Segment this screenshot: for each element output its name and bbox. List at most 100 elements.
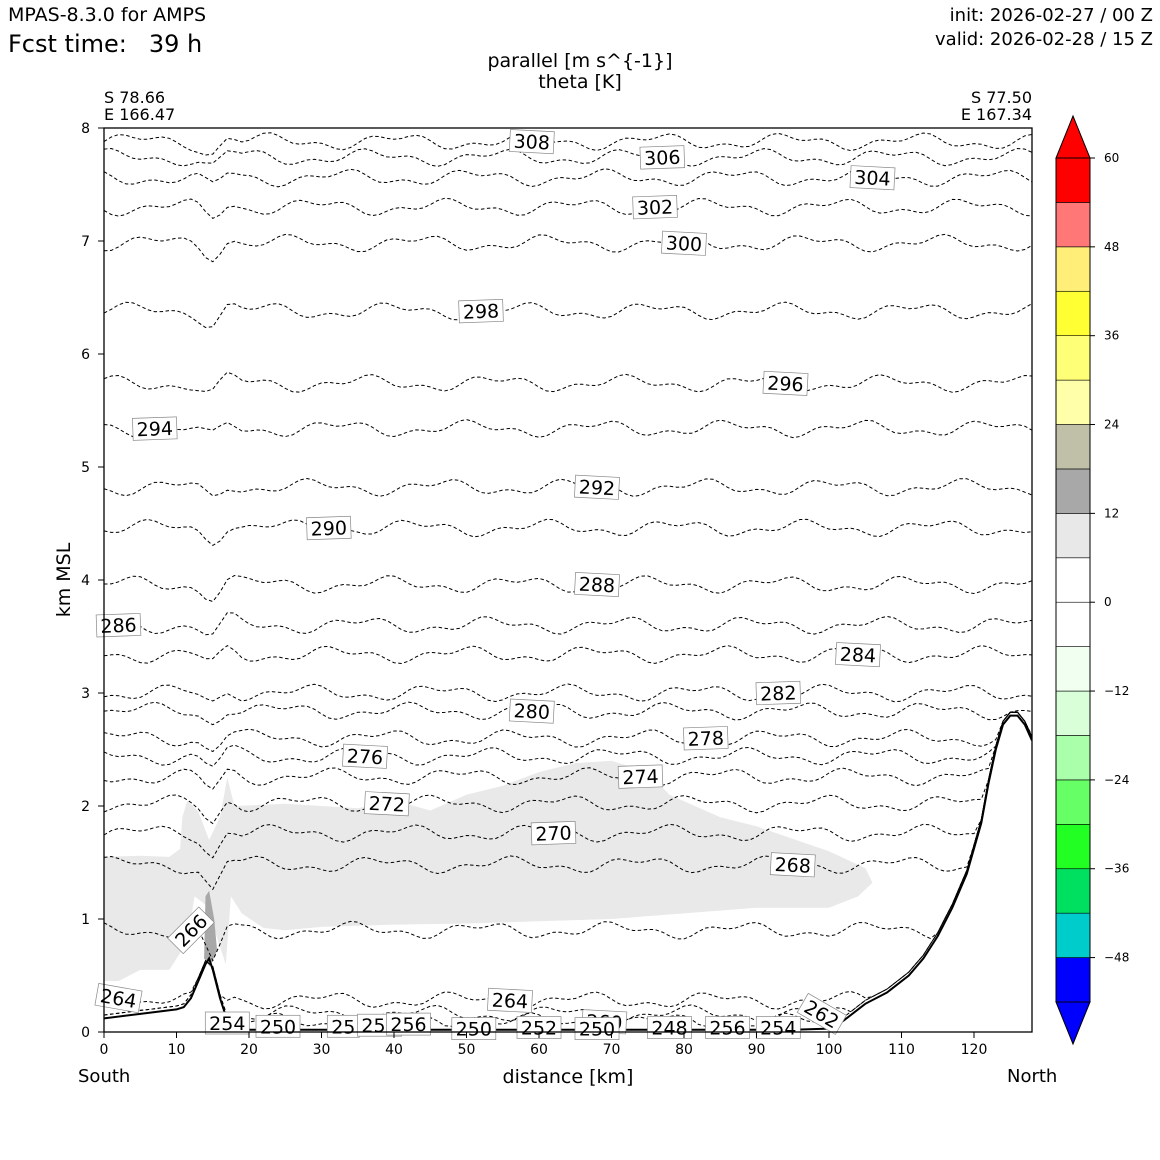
theta-contour-290: [104, 518, 1032, 547]
svg-text:298: 298: [463, 300, 500, 323]
colorbar-arrow-bottom: [1055, 1001, 1091, 1046]
x-tick-label: 30: [313, 1042, 331, 1058]
svg-text:288: 288: [578, 574, 615, 598]
colorbar-segment: [1055, 157, 1091, 203]
svg-text:276: 276: [346, 745, 383, 769]
svg-text:270: 270: [535, 822, 572, 845]
y-tick-label: 1: [81, 912, 90, 928]
svg-text:280: 280: [513, 700, 550, 724]
forecast-time-value: 39 h: [148, 30, 203, 58]
theta-label-288: 288: [574, 571, 620, 598]
svg-text:272: 272: [368, 793, 405, 817]
svg-text:264: 264: [491, 989, 528, 1013]
svg-text:268: 268: [774, 854, 811, 878]
colorbar-tick-label: −24: [1104, 773, 1129, 787]
theta-contour-306: [104, 147, 1032, 167]
svg-text:296: 296: [767, 372, 804, 396]
y-tick-label: 8: [81, 121, 90, 137]
colorbar-tick-label: 12: [1104, 506, 1119, 520]
svg-text:286: 286: [100, 615, 137, 638]
colorbar-segment: [1055, 290, 1091, 336]
colorbar-segment: [1055, 424, 1091, 470]
colorbar-segment: [1055, 557, 1091, 603]
theta-contour-286: [104, 612, 1032, 636]
chart-subtitle: theta [K]: [538, 71, 622, 93]
colorbar-segment: [1055, 824, 1091, 870]
theta-label-282: 282: [755, 680, 802, 706]
svg-text:248: 248: [651, 1018, 687, 1040]
theta-contour-276: [104, 711, 1032, 767]
colorbar-tick-label: −36: [1104, 862, 1129, 876]
theta-contour-282: [104, 683, 1032, 703]
theta-label-286: 286: [95, 613, 142, 638]
theta-contour-298: [104, 301, 1032, 329]
left-longitude: E 166.47: [104, 105, 176, 124]
init-time: init: 2026-02-27 / 00 Z: [949, 5, 1153, 26]
surface-theta-label: 250: [451, 1017, 497, 1041]
svg-text:278: 278: [687, 728, 724, 751]
surface-theta-label: 252: [516, 1016, 562, 1040]
colorbar-segment: [1055, 779, 1091, 825]
y-tick-label: 5: [81, 460, 90, 476]
theta-contour-270: [104, 711, 1032, 859]
terrain-line: [104, 714, 1032, 1031]
colorbar-segment: [1055, 912, 1091, 958]
svg-text:308: 308: [513, 131, 550, 155]
svg-text:250: 250: [260, 1016, 296, 1038]
forecast-time-label: Fcst time:: [8, 30, 127, 58]
surface-theta-label: 254: [755, 1016, 801, 1040]
x-tick-label: 20: [240, 1042, 258, 1058]
theta-label-278: 278: [683, 726, 729, 751]
right-longitude: E 167.34: [960, 105, 1032, 124]
x-tick-label: 110: [888, 1042, 915, 1058]
theta-contour-274: [104, 711, 1032, 790]
y-tick-label: 0: [81, 1025, 90, 1041]
y-axis-label: km MSL: [53, 542, 75, 617]
colorbar-segment: [1055, 202, 1091, 248]
svg-text:284: 284: [839, 644, 876, 668]
theta-contour-266: [104, 711, 1032, 962]
svg-text:306: 306: [644, 147, 681, 170]
x-tick-label: 120: [961, 1042, 988, 1058]
colorbar: 60 48 36 24 12 0 −12 −24 −36 −48: [1055, 114, 1129, 1046]
theta-contour-302: [104, 197, 1032, 220]
colorbar-segment: [1055, 690, 1091, 736]
svg-text:252: 252: [521, 1018, 557, 1040]
svg-text:254: 254: [760, 1018, 796, 1040]
colorbar-segment: [1055, 868, 1091, 914]
surface-theta-label: 256: [386, 1012, 431, 1036]
colorbar-segment: [1055, 601, 1091, 647]
y-tick-label: 2: [81, 799, 90, 815]
y-tick-label: 4: [81, 573, 90, 589]
colorbar-tick-label: 60: [1104, 151, 1119, 165]
chart-title: parallel [m s^{-1}]: [487, 50, 673, 72]
theta-contour-278: [104, 711, 1032, 753]
surface-theta-label: 250: [255, 1014, 301, 1038]
right-latitude: S 77.50: [970, 88, 1032, 107]
colorbar-tick-label: 36: [1104, 329, 1119, 343]
colorbar-segment: [1055, 735, 1091, 781]
colorbar-tick-label: −12: [1104, 684, 1129, 698]
theta-contour-272: [104, 711, 1032, 825]
theta-label-274: 274: [617, 764, 664, 789]
theta-contour-280: [104, 701, 1032, 726]
svg-text:290: 290: [310, 517, 347, 540]
x-tick-label: 70: [603, 1042, 621, 1058]
theta-contour-288: [104, 574, 1032, 603]
svg-text:300: 300: [665, 232, 702, 256]
colorbar-arrow-top: [1055, 114, 1091, 159]
theta-label-270: 270: [530, 820, 577, 846]
x-tick-label: 0: [100, 1042, 109, 1058]
svg-text:282: 282: [760, 682, 797, 705]
x-tick-label: 40: [385, 1042, 403, 1058]
left-latitude: S 78.66: [104, 88, 166, 107]
theta-label-308: 308: [508, 129, 555, 155]
theta-contour-284: [104, 644, 1032, 665]
theta-label-268: 268: [769, 852, 816, 878]
colorbar-segment: [1055, 379, 1091, 425]
theta-contour-300: [104, 233, 1032, 263]
colorbar-segment: [1055, 646, 1091, 692]
svg-text:25: 25: [331, 1016, 355, 1038]
colorbar-segment: [1055, 335, 1091, 381]
